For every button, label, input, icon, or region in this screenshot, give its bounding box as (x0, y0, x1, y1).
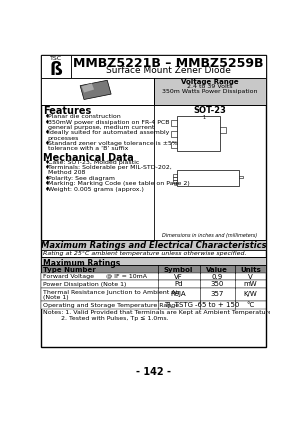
Bar (41, 273, 266, 281)
Text: Power Dissipation (Note 1): Power Dissipation (Note 1) (43, 282, 126, 287)
Text: Maximum Ratings: Maximum Ratings (43, 259, 120, 268)
Bar (171, 142, 177, 148)
Text: Surface Mount Zener Diode: Surface Mount Zener Diode (106, 66, 231, 75)
Text: ♦: ♦ (44, 130, 49, 135)
Text: 350mW power dissipation on FR-4 PCB: 350mW power dissipation on FR-4 PCB (48, 119, 169, 125)
Bar (173, 177, 177, 180)
Text: °C: °C (247, 302, 255, 308)
Text: tolerance with a ‘B’ suffix: tolerance with a ‘B’ suffix (48, 147, 128, 151)
Text: TJ, TSTG: TJ, TSTG (164, 302, 193, 308)
Text: MMBZ5221B – MMBZ5259B: MMBZ5221B – MMBZ5259B (73, 57, 264, 70)
Bar (41, 55, 71, 78)
Polygon shape (82, 83, 94, 93)
Polygon shape (80, 80, 111, 99)
Bar (41, 301, 266, 309)
Text: SOT-23: SOT-23 (193, 106, 226, 115)
Text: K/W: K/W (244, 291, 257, 297)
Text: - 142 -: - 142 - (136, 367, 171, 377)
Bar (41, 258, 266, 265)
Bar (41, 280, 266, 288)
Text: Notes: 1. Valid Provided that Terminals are Kept at Ambient Temperature.: Notes: 1. Valid Provided that Terminals … (43, 311, 274, 315)
Text: TSC: TSC (50, 57, 62, 61)
Text: Value: Value (206, 266, 228, 272)
Text: Units: Units (240, 266, 261, 272)
Text: Pd: Pd (174, 281, 183, 287)
Bar (173, 180, 177, 183)
Text: mW: mW (244, 281, 257, 287)
Text: Maximum Ratings and Electrical Characteristics: Maximum Ratings and Electrical Character… (41, 241, 267, 250)
Text: Type Number: Type Number (43, 266, 96, 272)
Text: Mechanical Data: Mechanical Data (43, 153, 134, 163)
Text: Forward Voltage      @ IF = 10mA: Forward Voltage @ IF = 10mA (43, 274, 147, 279)
Text: VF: VF (174, 274, 183, 280)
Text: RθJA: RθJA (171, 291, 186, 297)
Text: ♦: ♦ (44, 119, 49, 125)
Bar (41, 240, 266, 249)
Text: Method 208: Method 208 (48, 170, 85, 176)
Bar (171, 131, 177, 137)
Bar (71, 55, 266, 78)
Text: 350m Watts Power Dissipation: 350m Watts Power Dissipation (162, 89, 257, 94)
Bar (239, 176, 243, 178)
Text: Terminals: Solderable per MIL-STD-202,: Terminals: Solderable per MIL-STD-202, (48, 165, 171, 170)
Text: ♦: ♦ (44, 187, 49, 192)
Text: 2. Tested with Pulses, Tp ≤ 1.0ms.: 2. Tested with Pulses, Tp ≤ 1.0ms. (43, 316, 169, 321)
Text: Voltage Range: Voltage Range (181, 79, 238, 85)
Text: ♦: ♦ (44, 159, 49, 164)
Text: 0.9: 0.9 (212, 274, 223, 280)
Text: Planar die construction: Planar die construction (48, 114, 120, 119)
Text: -65 to + 150: -65 to + 150 (195, 302, 239, 308)
Text: Thermal Resistance Junction to Ambient Air: Thermal Resistance Junction to Ambient A… (43, 290, 180, 295)
Text: Rating at 25°C ambient temperature unless otherwise specified.: Rating at 25°C ambient temperature unles… (43, 251, 246, 256)
Bar (41, 288, 266, 301)
Text: (Note 1): (Note 1) (43, 295, 68, 300)
Bar (173, 174, 177, 176)
Text: 2.4 to 39 Volts: 2.4 to 39 Volts (187, 84, 232, 89)
Text: Symbol: Symbol (164, 266, 193, 272)
Bar (41, 78, 154, 105)
Text: ß: ß (50, 61, 62, 79)
Text: processes: processes (48, 136, 79, 141)
Text: Dimensions in inches and (millimeters): Dimensions in inches and (millimeters) (162, 233, 257, 238)
Bar (154, 78, 266, 105)
Text: 350: 350 (211, 281, 224, 287)
Text: 357: 357 (211, 291, 224, 297)
Text: 1: 1 (202, 115, 206, 120)
Text: Case: SOT-23, Molded plastic: Case: SOT-23, Molded plastic (48, 159, 139, 164)
Text: ♦: ♦ (44, 141, 49, 146)
Text: general purpose, medium current: general purpose, medium current (48, 125, 154, 130)
Text: Polarity: See diagram: Polarity: See diagram (48, 176, 115, 181)
Text: ♦: ♦ (44, 114, 49, 119)
Text: Standard zener voltage tolerance is ±5%: Standard zener voltage tolerance is ±5% (48, 141, 178, 146)
Text: Operating and Storage Temperature Range: Operating and Storage Temperature Range (43, 303, 179, 308)
Bar (177, 116, 220, 151)
Bar (41, 55, 266, 348)
Bar (41, 265, 266, 273)
Bar (220, 127, 226, 133)
Text: V: V (248, 274, 253, 280)
Text: Marking: Marking Code (see table on Page 2): Marking: Marking Code (see table on Page… (48, 181, 189, 186)
Text: ♦: ♦ (44, 176, 49, 181)
Text: ♦: ♦ (44, 181, 49, 186)
Bar (177, 170, 239, 186)
Text: Ideally suited for automated assembly: Ideally suited for automated assembly (48, 130, 169, 135)
Text: Weight: 0.005 grams (approx.): Weight: 0.005 grams (approx.) (48, 187, 143, 192)
Text: ♦: ♦ (44, 165, 49, 170)
Bar (171, 120, 177, 127)
Text: Features: Features (43, 106, 91, 116)
